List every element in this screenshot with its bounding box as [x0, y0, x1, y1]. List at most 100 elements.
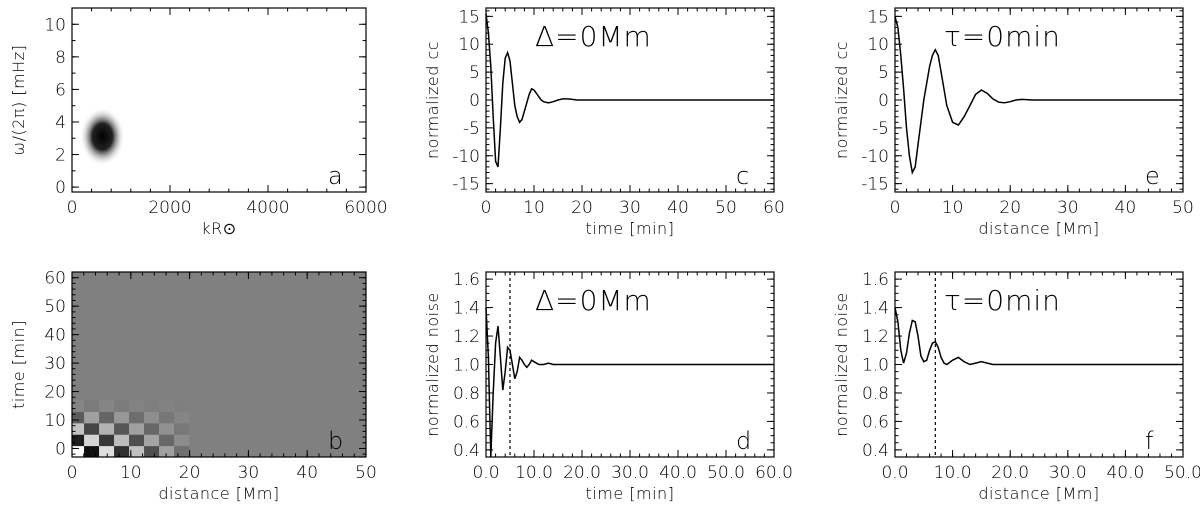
x-tick-label: 50.0 — [1164, 463, 1200, 483]
checker-cell — [84, 422, 100, 435]
y-tick-label: -10 — [452, 147, 480, 167]
x-tick-label: 0.0 — [472, 463, 499, 483]
x-tick-label: 0 — [67, 463, 78, 483]
x-tick-label: 50 — [355, 463, 377, 483]
x-tick-label: 0.0 — [881, 463, 908, 483]
checker-cell — [189, 445, 205, 457]
checker-cell — [84, 411, 100, 424]
y-axis-label: normalized noise — [832, 292, 851, 437]
checker-cell — [129, 422, 145, 435]
checker-cell — [144, 434, 160, 447]
y-tick-label: 0.4 — [453, 441, 480, 461]
y-tick-label: 1.4 — [862, 299, 889, 319]
panel-annotation: Δ=0Mm — [535, 20, 652, 53]
x-axis-label: kR⊙ — [201, 219, 236, 238]
x-tick-label: 60.0 — [755, 463, 793, 483]
checker-cell — [72, 411, 85, 424]
checker-cell — [144, 411, 160, 424]
x-tick-label: 10.0 — [515, 463, 553, 483]
plot-frame — [71, 271, 367, 458]
panel-f: 0.0 10.0 20.0 30.0 40.0 50.0 0.4 0.6 0.8 1.0 1.2 1.… — [832, 270, 1200, 503]
x-tick-label: 40.0 — [1106, 463, 1144, 483]
y-tick-label: 8 — [55, 48, 66, 68]
checker-cell — [144, 422, 160, 435]
x-tick-label: 20 — [999, 198, 1021, 218]
x-tick-label: 40.0 — [659, 463, 697, 483]
y-tick-label: 0 — [55, 439, 66, 459]
y-tick-label: 0.6 — [453, 412, 480, 432]
panel-e: 0 10 20 30 40 50 -15 -10 -5 0 5 10 15 distance [Mm] no… — [832, 7, 1194, 238]
y-tick-label: 30 — [44, 354, 66, 374]
y-tick-label: 1.2 — [453, 327, 480, 347]
y-tick-label: 20 — [44, 383, 66, 403]
checker-cell — [189, 411, 205, 424]
x-tick-label: 2000 — [148, 198, 191, 218]
panel-b: 0 10 20 30 40 50 0 10 20 30 40 50 60 distance [Mm] tim… — [9, 269, 377, 503]
x-tick-label: 0 — [481, 198, 492, 218]
checker-cell — [174, 434, 190, 447]
y-tick-label: -15 — [861, 175, 889, 195]
y-tick-label: 5 — [878, 63, 889, 83]
checker-cell — [189, 400, 205, 412]
y-tick-label: 0.8 — [453, 384, 480, 404]
checker-cell — [99, 445, 115, 457]
checker-cell — [144, 400, 160, 412]
x-tick-label: 30 — [238, 463, 260, 483]
checker-cell — [159, 411, 175, 424]
y-tick-label: -5 — [463, 119, 480, 139]
checker-cell — [99, 400, 115, 412]
panel-annotation: Δ=0Mm — [535, 284, 652, 317]
checker-cell — [84, 400, 100, 412]
x-tick-label: 0 — [67, 198, 78, 218]
series-line — [485, 307, 774, 458]
x-axis-label: distance [Mm] — [978, 484, 1099, 503]
checker-cell — [99, 422, 115, 435]
x-tick-label: 50.0 — [707, 463, 745, 483]
x-tick-label: 20.0 — [563, 463, 601, 483]
y-tick-label: 1.6 — [862, 270, 889, 290]
y-tick-label: 50 — [44, 297, 66, 317]
y-tick-label: 1.2 — [862, 327, 889, 347]
checker-cell — [114, 434, 130, 447]
x-tick-label: 30 — [1057, 198, 1079, 218]
checker-cell — [144, 445, 160, 457]
x-tick-label: 60 — [763, 198, 785, 218]
x-tick-label: 40 — [296, 463, 318, 483]
y-tick-label: -5 — [872, 119, 889, 139]
x-axis-label: time [min] — [586, 219, 675, 238]
x-tick-label: 0 — [890, 198, 901, 218]
checker-cell — [99, 434, 115, 447]
y-axis-label: normalized noise — [423, 292, 442, 437]
power-blob — [79, 107, 125, 166]
y-tick-label: 10 — [44, 411, 66, 431]
checker-cell — [174, 400, 190, 412]
checker-cell — [129, 411, 145, 424]
y-tick-label: 0.4 — [862, 441, 889, 461]
checker-cell — [159, 445, 175, 457]
checker-cell — [72, 445, 85, 457]
y-tick-label: 1.6 — [453, 270, 480, 290]
y-tick-label: 6 — [55, 80, 66, 100]
series-line — [894, 16, 1183, 175]
checker-cell — [174, 422, 190, 435]
y-tick-label: 0.6 — [862, 412, 889, 432]
x-tick-label: 6000 — [344, 198, 387, 218]
y-axis-label: ω/(2π) [mHz] — [9, 45, 28, 156]
panel-letter: b — [328, 427, 343, 455]
y-tick-label: 10 — [458, 35, 480, 55]
y-tick-label: 15 — [458, 7, 480, 27]
y-tick-label: 0 — [469, 91, 480, 111]
x-tick-label: 50 — [715, 198, 737, 218]
checker-cell — [174, 411, 190, 424]
checker-cell — [189, 422, 205, 435]
checker-pattern — [72, 400, 205, 457]
y-tick-label: 2 — [55, 146, 66, 166]
series-line — [485, 13, 774, 168]
x-tick-label: 30.0 — [611, 463, 649, 483]
x-tick-label: 40 — [667, 198, 689, 218]
y-tick-label: 0.8 — [862, 384, 889, 404]
x-tick-label: 10 — [523, 198, 545, 218]
checker-cell — [99, 411, 115, 424]
checker-cell — [72, 422, 85, 435]
x-tick-label: 40 — [1115, 198, 1137, 218]
